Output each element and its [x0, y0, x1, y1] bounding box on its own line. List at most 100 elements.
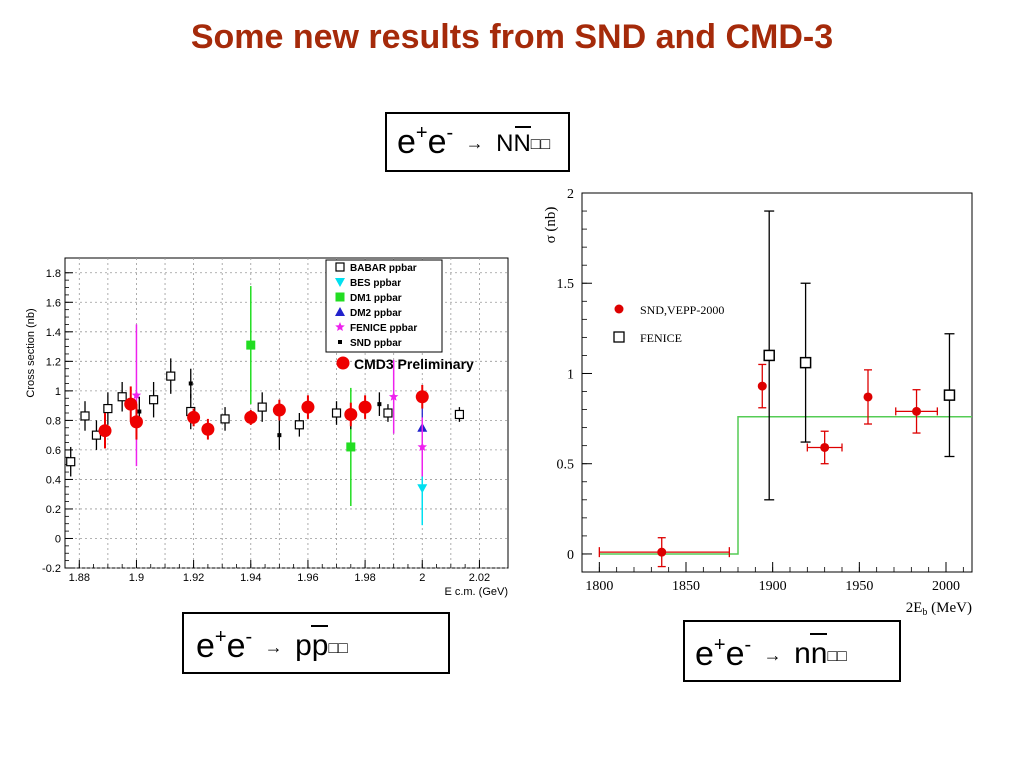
data-point	[799, 356, 812, 369]
data-point	[388, 391, 399, 401]
data-point	[246, 340, 256, 350]
legend-marker	[335, 322, 345, 331]
legend-label: DM2 ppbar	[350, 308, 402, 319]
x-tick-label: 1.98	[354, 572, 375, 584]
data-point	[331, 408, 342, 418]
x-tick-label: 2.02	[469, 572, 490, 584]
data-point	[417, 442, 427, 451]
data-point	[272, 403, 286, 417]
data-point	[454, 409, 465, 420]
y-tick-label: 1.5	[557, 277, 575, 292]
data-point	[763, 349, 775, 362]
series-0	[66, 358, 465, 477]
data-point	[124, 397, 138, 411]
nnbar-cross-section-chart: 0 0.5 1 1.5 2 1800 1850 1900 1950 2000 2Eb (MeV) σ …	[543, 187, 973, 618]
y-axis-label: Cross section (nb)	[25, 308, 37, 397]
x-axis-label: E c.m. (GeV)	[444, 586, 508, 598]
x-tick-label: 1.92	[183, 572, 204, 584]
x-tick-label: 1.88	[69, 572, 90, 584]
data-point	[301, 400, 315, 414]
y-tick-label: 0.5	[557, 458, 575, 473]
data-point	[220, 414, 230, 424]
charge-minus: -	[744, 634, 752, 656]
data-point	[657, 547, 667, 557]
antiparticle-bar	[311, 625, 329, 627]
data-point	[344, 407, 358, 421]
data-point	[137, 409, 142, 414]
data-point	[277, 433, 282, 438]
legend-label: SND ppbar	[350, 338, 402, 349]
reaction-product: nn	[794, 633, 828, 670]
slide-title: Some new results from SND and CMD-3	[190, 18, 834, 56]
electron-symbol: e	[196, 627, 215, 665]
data-point	[415, 390, 429, 404]
y-tick-label: 0.2	[46, 504, 61, 516]
y-tick-label: 0.8	[46, 415, 61, 427]
y-tick-label: 0.6	[46, 445, 61, 457]
data-point	[187, 410, 201, 424]
arrow-icon: →	[264, 637, 283, 657]
y-tick-label: 0.4	[46, 474, 61, 486]
reaction-box-ppbar: e+e- → pp □□	[182, 612, 450, 674]
charge-plus: +	[214, 626, 227, 648]
x-tick-label: 1950	[845, 579, 873, 594]
legend-label: BES ppbar	[350, 278, 401, 289]
electron-symbol-2: e	[226, 627, 246, 665]
arrow-icon: →	[763, 645, 782, 665]
charge-plus: +	[415, 122, 428, 144]
plot-frame	[581, 192, 973, 573]
reaction-box-nnbar: e+e- → nn □□	[683, 620, 901, 682]
electron-symbol: e	[695, 635, 714, 673]
legend-label-cmd3: CMD3 Preliminary	[354, 356, 474, 372]
y-tick-label: 1	[567, 367, 574, 382]
y-tick-label: 2	[567, 187, 574, 202]
x-tick-label: 1.9	[129, 572, 144, 584]
series-4	[131, 324, 427, 477]
legend-marker	[335, 292, 345, 302]
data-point	[912, 406, 922, 416]
model-curve	[599, 416, 972, 555]
legend-marker	[336, 356, 350, 370]
antiparticle-bar	[514, 126, 531, 128]
series-fenice	[763, 210, 956, 501]
x-axis-label: 2Eb (MeV)	[906, 600, 972, 618]
y-tick-label: -0.2	[42, 563, 61, 575]
charge-minus: -	[446, 122, 454, 144]
y-tick-label: 1.2	[46, 356, 61, 368]
data-point	[66, 457, 76, 467]
data-point	[358, 400, 372, 414]
data-point	[129, 415, 143, 429]
data-point	[863, 392, 873, 402]
x-tick-label: 1.96	[297, 572, 318, 584]
data-point	[294, 420, 304, 430]
y-tick-label: 1.6	[46, 297, 61, 309]
x-tick-label: 1800	[585, 579, 613, 594]
data-point	[149, 395, 159, 405]
legend-marker	[613, 331, 625, 343]
electron-symbol-2: e	[725, 635, 745, 673]
data-point	[188, 381, 193, 386]
y-tick-label: 1.4	[46, 327, 61, 339]
reaction-product: NN	[496, 126, 531, 157]
y-tick-label: 0	[567, 548, 574, 563]
data-point	[201, 422, 215, 436]
data-point	[98, 424, 112, 438]
electron-symbol-2: e	[427, 123, 447, 161]
legend-label: FENICE ppbar	[350, 323, 417, 334]
ppbar-cross-section-chart: -0.2 0 0.2 0.4 0.6 0.8 1 1.2 1.4 1.6 1.8 1.88 1.9 1.9…	[25, 257, 509, 598]
reaction-tail: □□	[827, 648, 847, 665]
data-point	[166, 371, 176, 381]
legend-label: BABAR ppbar	[350, 263, 417, 274]
x-tick-label: 1900	[759, 579, 787, 594]
x-tick-label: 2	[419, 572, 425, 584]
legend-label: DM1 ppbar	[350, 293, 402, 304]
legend-marker	[338, 340, 342, 344]
data-point	[80, 411, 90, 421]
y-tick-label: 0	[55, 533, 61, 545]
data-point	[943, 389, 956, 401]
data-point	[244, 410, 258, 424]
charge-plus: +	[713, 634, 726, 656]
y-axis-label: σ (nb)	[543, 207, 559, 244]
data-point	[757, 381, 767, 391]
series-snd	[598, 363, 938, 568]
